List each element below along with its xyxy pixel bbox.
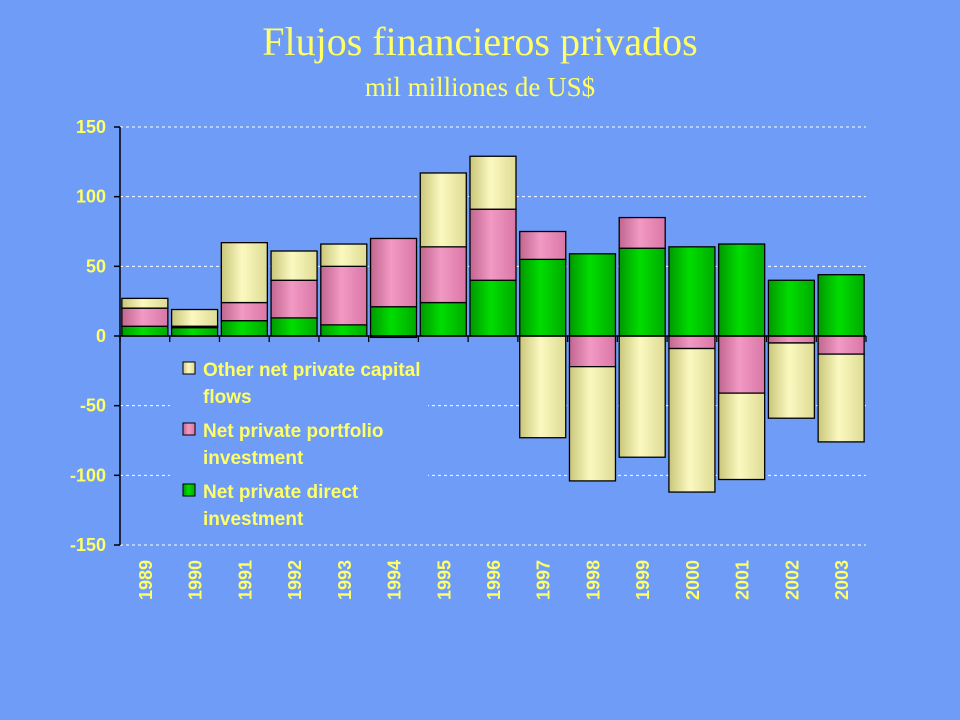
bar-other-1999 [618,335,666,458]
legend-label-direct: Net private direct [203,482,359,503]
bar-direct-1994 [369,306,418,337]
bar-other-2001 [718,392,766,481]
legend-background [170,350,428,540]
bar-portfolio-1993 [320,265,368,326]
bar-portfolio-1997 [519,230,567,261]
legend-swatch-portfolio [182,422,196,436]
bar-direct-2003 [817,274,865,337]
bar-direct-1991 [220,320,268,337]
bar-direct-2002 [767,279,816,337]
bar-portfolio-1996 [469,208,517,281]
bar-portfolio-1989 [121,307,169,327]
x-tick-label: 2002 [782,560,802,600]
x-tick-label: 1991 [235,560,255,600]
x-tick-label: 1995 [434,560,454,600]
y-tick-label: 50 [86,256,106,276]
x-tick-label: 1998 [583,560,603,600]
y-tick-label: 150 [76,117,106,137]
bar-portfolio-1999 [618,216,666,249]
legend-label-other: flows [203,387,252,408]
bar-direct-1990 [170,326,219,337]
axes: 150 100 50 0 -50 -100 -150 1989 1990 1991 1992 1993… [70,117,867,600]
x-tick-label: 1993 [335,560,355,600]
bar-other-2003 [817,353,865,443]
bar-direct-1998 [568,253,617,337]
y-tick-label: 0 [96,326,106,346]
bar-other-1992 [270,250,318,281]
bar-other-1998 [568,366,617,482]
bar-direct-1996 [469,279,517,337]
bar-portfolio-1998 [568,335,617,368]
legend-swatch-direct [182,483,196,497]
bar-other-1993 [320,243,368,267]
y-tick-label: -100 [70,465,106,485]
x-tick-label: 2003 [832,560,852,600]
x-tick-label: 1989 [136,560,156,600]
x-tick-label: 1992 [285,560,305,600]
bar-other-1991 [220,241,268,304]
y-tick-label: -50 [80,396,106,416]
bar-portfolio-2002 [767,335,816,344]
bar-direct-1993 [320,324,368,337]
legend: Other net private capital flows Net privat… [170,350,428,540]
y-tick-label: 100 [76,187,106,207]
bar-direct-1989 [121,325,169,337]
legend-label-portfolio: investment [203,448,304,469]
chart-title: Flujos financieros privados [262,19,698,64]
bar-portfolio-1991 [220,301,268,322]
bar-portfolio-2003 [817,335,865,355]
bar-portfolio-2000 [668,335,716,350]
y-tick-label: -150 [70,535,106,555]
bar-other-1995 [419,172,467,248]
bar-other-2000 [668,347,716,493]
bar-portfolio-1992 [270,279,318,319]
bar-direct-2000 [668,246,716,337]
bar-other-1990 [170,308,219,327]
x-tick-label: 2000 [683,560,703,600]
bar-direct-1997 [519,258,567,337]
bar-other-1996 [469,155,517,210]
x-tick-label: 1996 [484,560,504,600]
bar-other-1997 [519,335,567,439]
x-tick-label: 1994 [385,560,405,600]
bar-portfolio-2001 [718,335,766,394]
bar-direct-1995 [419,301,467,337]
x-tick-label: 1997 [534,560,554,600]
legend-label-other: Other net private capital [203,360,421,381]
chart-subtitle: mil milliones de US$ [364,72,596,102]
bar-other-1989 [121,297,169,309]
legend-swatch-other [182,361,196,375]
bar-portfolio-1994 [369,237,418,308]
bar-other-2002 [767,342,816,419]
x-tick-label: 2001 [733,560,753,600]
bar-portfolio-1995 [419,246,467,304]
legend-label-direct: investment [203,509,304,530]
bars [121,155,865,493]
bar-direct-2001 [718,243,766,337]
x-tick-label: 1990 [186,560,206,600]
bar-direct-1992 [270,317,318,337]
legend-label-portfolio: Net private portfolio [203,421,384,442]
x-tick-label: 1999 [633,560,653,600]
bar-direct-1999 [618,247,666,337]
